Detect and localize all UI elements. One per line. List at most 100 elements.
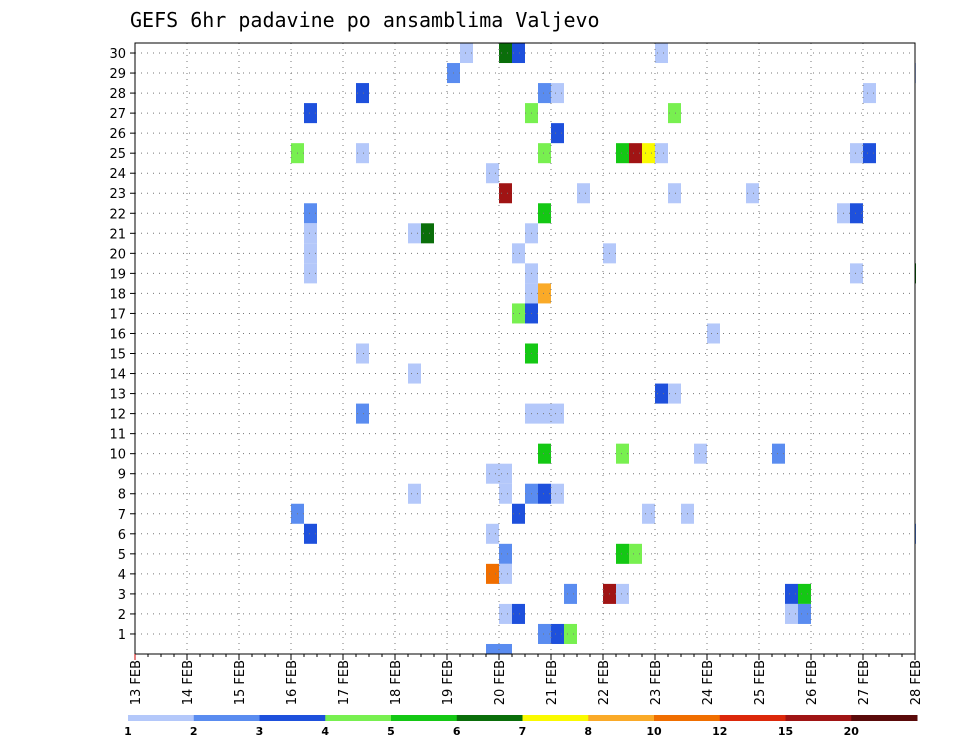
heatmap-cell bbox=[538, 83, 551, 104]
y-tick-label: 18 bbox=[109, 287, 126, 302]
x-tick-label: 19 FEB bbox=[441, 660, 456, 705]
y-tick-label: 11 bbox=[109, 428, 126, 443]
y-tick-label: 13 bbox=[109, 388, 126, 403]
heatmap-cell bbox=[551, 403, 564, 424]
x-tick-label: 21 FEB bbox=[545, 660, 560, 705]
colorbar-swatch bbox=[259, 715, 326, 721]
colorbar-swatch bbox=[391, 715, 458, 721]
heatmap-cell bbox=[499, 643, 512, 654]
heatmap-cell bbox=[538, 283, 551, 304]
colorbar-label: 5 bbox=[387, 725, 395, 738]
y-tick-label: 9 bbox=[118, 468, 126, 483]
heatmap-cell bbox=[499, 603, 512, 624]
heatmap-cell bbox=[863, 83, 876, 104]
x-tick-label: 17 FEB bbox=[337, 660, 352, 705]
y-tick-label: 27 bbox=[109, 107, 126, 122]
y-tick-label: 6 bbox=[118, 528, 126, 543]
heatmap-cell bbox=[655, 383, 668, 404]
x-tick-label: 26 FEB bbox=[805, 660, 820, 705]
y-tick-label: 4 bbox=[118, 568, 126, 583]
heatmap-cell bbox=[408, 223, 421, 244]
heatmap-cell bbox=[798, 583, 811, 604]
y-tick-label: 12 bbox=[109, 408, 126, 423]
heatmap-cell bbox=[499, 563, 512, 584]
heatmap-cell bbox=[551, 623, 564, 644]
colorbar-label: 3 bbox=[256, 725, 264, 738]
heatmap-cell bbox=[499, 183, 512, 204]
colorbar-label: 7 bbox=[519, 725, 527, 738]
heatmap-cell bbox=[642, 503, 655, 524]
heatmap-cell bbox=[655, 143, 668, 164]
heatmap-cell bbox=[538, 203, 551, 224]
heatmap-cell bbox=[512, 43, 525, 64]
heatmap-cell bbox=[486, 463, 499, 484]
heatmap-cell bbox=[512, 243, 525, 264]
heatmap-cell bbox=[785, 603, 798, 624]
heatmap-cell bbox=[512, 603, 525, 624]
heatmap-cell bbox=[668, 183, 681, 204]
heatmap-cell bbox=[486, 523, 499, 544]
heatmap-cell bbox=[538, 483, 551, 504]
heatmap-cell bbox=[668, 383, 681, 404]
heatmap-cell bbox=[564, 623, 577, 644]
y-tick-label: 2 bbox=[118, 608, 126, 623]
y-tick-label: 8 bbox=[118, 488, 126, 503]
x-tick-label: 13 FEB bbox=[129, 660, 144, 705]
x-tick-label: 27 FEB bbox=[857, 660, 872, 705]
grid-lines bbox=[135, 43, 915, 654]
heatmap-cell bbox=[629, 143, 642, 164]
heatmap-cell bbox=[694, 443, 707, 464]
colorbar-label: 2 bbox=[190, 725, 198, 738]
colorbar-label: 10 bbox=[646, 725, 662, 738]
heatmap-cell bbox=[356, 403, 369, 424]
y-tick-label: 20 bbox=[109, 247, 126, 262]
heatmap-cell bbox=[798, 603, 811, 624]
heatmap-cell bbox=[356, 343, 369, 364]
y-tick-label: 19 bbox=[109, 267, 126, 282]
colorbar-swatch bbox=[588, 715, 655, 721]
y-tick-label: 15 bbox=[109, 348, 126, 363]
heatmap-cell bbox=[408, 363, 421, 384]
colorbar-swatch bbox=[325, 715, 392, 721]
heatmap-cell bbox=[499, 543, 512, 564]
heatmap-cell bbox=[655, 43, 668, 64]
heatmap-cell bbox=[863, 143, 876, 164]
y-tick-label: 10 bbox=[109, 448, 126, 463]
colorbar-label: 6 bbox=[453, 725, 461, 738]
colorbar-swatch bbox=[851, 715, 918, 721]
x-tick-label: 23 FEB bbox=[649, 660, 664, 705]
colorbar-label: 12 bbox=[712, 725, 727, 738]
heatmap-cell bbox=[538, 443, 551, 464]
colorbar: 1 2 3 4 5 6 7 8 10 12 15 20 bbox=[124, 715, 918, 738]
heatmap-cell bbox=[499, 43, 512, 64]
heatmap-cell bbox=[356, 83, 369, 104]
heatmap-cell bbox=[538, 403, 551, 424]
colorbar-swatch bbox=[456, 715, 523, 721]
colorbar-label: 4 bbox=[321, 725, 329, 738]
heatmap-cell bbox=[551, 483, 564, 504]
colorbar-swatch bbox=[785, 715, 852, 721]
y-tick-label: 26 bbox=[109, 127, 126, 142]
heatmap-cell bbox=[707, 323, 720, 344]
heatmap-cell bbox=[421, 223, 434, 244]
y-tick-label: 24 bbox=[109, 167, 126, 182]
x-tick-label: 24 FEB bbox=[701, 660, 716, 705]
heatmap-cell bbox=[616, 143, 629, 164]
heatmap-cell bbox=[486, 643, 499, 654]
heatmap-cell bbox=[746, 183, 759, 204]
heatmap-cell bbox=[772, 443, 785, 464]
heatmap-cell bbox=[785, 583, 798, 604]
x-tick-label: 18 FEB bbox=[389, 660, 404, 705]
heatmap-cell bbox=[304, 523, 317, 544]
heatmap-cell bbox=[408, 483, 421, 504]
heatmap-cell bbox=[486, 163, 499, 184]
x-tick-label: 16 FEB bbox=[285, 660, 300, 705]
colorbar-label: 20 bbox=[844, 725, 860, 738]
y-tick-label: 14 bbox=[109, 368, 126, 383]
y-tick-label: 17 bbox=[109, 307, 126, 322]
heatmap-cell bbox=[616, 443, 629, 464]
x-tick-label: 15 FEB bbox=[233, 660, 248, 705]
y-axis: 1234567891011121314151617181920212223242… bbox=[109, 47, 135, 643]
heatmap-cell bbox=[616, 543, 629, 564]
